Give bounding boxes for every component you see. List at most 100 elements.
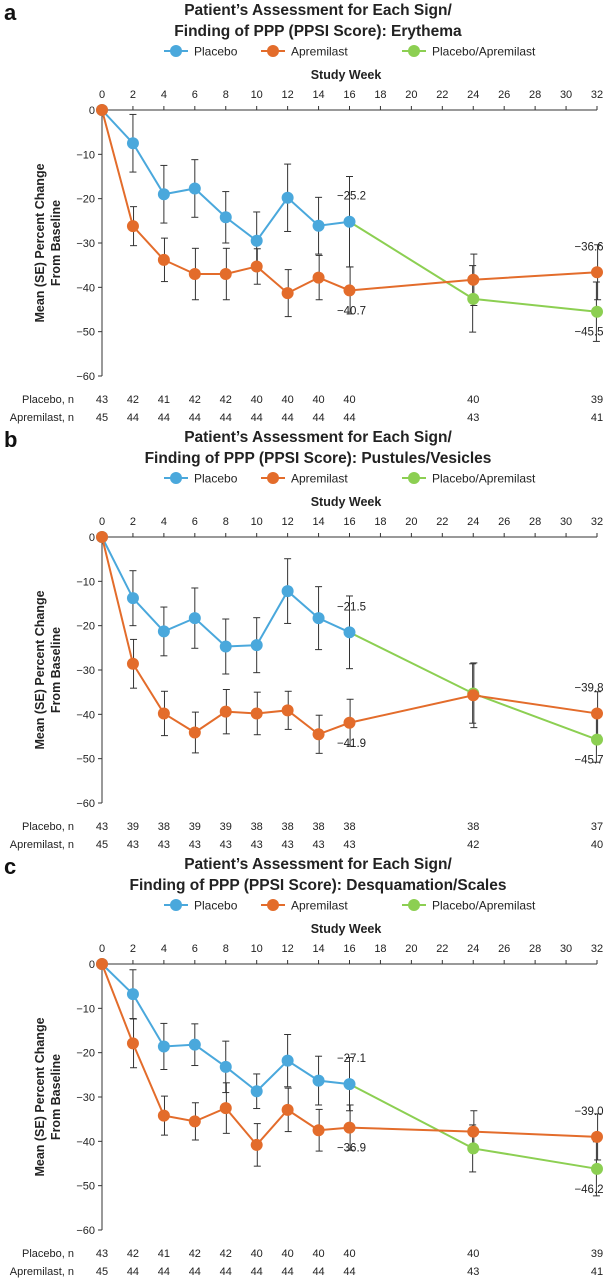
n-row-label-placebo: Placebo, n: [22, 821, 74, 833]
n-value-placebo: 42: [220, 394, 232, 406]
x-axis-title: Study Week: [311, 495, 382, 509]
y-axis-title: Mean (SE) Percent Change From Baseline: [33, 163, 63, 322]
n-value-placebo: 42: [127, 394, 139, 406]
x-tick-label: 4: [161, 89, 167, 101]
data-point-apremilast: [281, 1103, 294, 1116]
data-point-apremilast: [126, 220, 139, 233]
data-label: −21.5: [337, 601, 366, 613]
y-tick-label: −50: [76, 1181, 95, 1193]
data-point-apremilast: [467, 689, 480, 702]
y-tick-label: −60: [76, 371, 95, 383]
n-value-apremilast: 44: [158, 412, 170, 424]
data-point-placebo: [188, 612, 201, 625]
data-point-placebo: [250, 639, 263, 652]
x-tick-label: 24: [467, 516, 479, 528]
n-value-apremilast: 44: [189, 412, 201, 424]
data-point-apremilast: [312, 1124, 325, 1137]
data-point-apremilast: [250, 707, 263, 720]
y-tick-label: −60: [76, 798, 95, 810]
n-value-apremilast: 43: [220, 839, 232, 851]
data-label: −45.7: [574, 755, 603, 767]
y-axis-title: Mean (SE) Percent Change From Baseline: [33, 590, 63, 749]
x-tick-label: 14: [312, 516, 324, 528]
legend-label: Apremilast: [291, 899, 348, 913]
n-value-apremilast: 43: [312, 839, 324, 851]
legend-label: Placebo/Apremilast: [432, 899, 536, 913]
y-tick-label: −60: [76, 1225, 95, 1237]
data-label: −39.0: [574, 1106, 603, 1118]
y-tick-label: −50: [76, 754, 95, 766]
legend-label: Placebo: [194, 45, 238, 59]
data-point-apremilast: [591, 266, 603, 279]
data-point-placebo: [312, 1074, 325, 1087]
x-tick-label: 6: [192, 943, 198, 955]
data-point-apremilast: [219, 268, 232, 281]
x-tick-label: 10: [251, 943, 263, 955]
data-point-apremilast: [312, 728, 325, 741]
data-point-placebo-apremilast: [591, 305, 603, 318]
x-tick-label: 32: [591, 89, 603, 101]
n-value-placebo: 38: [251, 821, 263, 833]
panel-letter: c: [4, 854, 16, 879]
n-value-apremilast: 43: [127, 839, 139, 851]
n-row-label-apremilast: Apremilast, n: [10, 412, 74, 424]
n-value-placebo: 43: [96, 821, 108, 833]
data-point-placebo: [157, 188, 170, 201]
data-label: −45.5: [574, 327, 603, 339]
n-value-placebo: 39: [220, 821, 232, 833]
n-value-apremilast: 44: [282, 412, 294, 424]
data-point-placebo: [312, 219, 325, 232]
x-tick-label: 4: [161, 943, 167, 955]
x-tick-label: 26: [498, 516, 510, 528]
x-tick-label: 20: [405, 89, 417, 101]
n-value-apremilast: 44: [189, 1266, 201, 1278]
data-point-apremilast: [281, 287, 294, 300]
n-value-apremilast: 45: [96, 1266, 108, 1278]
legend-marker-0: [170, 472, 182, 484]
data-point-placebo: [157, 625, 170, 638]
data-point-placebo: [219, 1060, 232, 1073]
x-tick-label: 14: [312, 943, 324, 955]
y-tick-label: −40: [76, 709, 95, 721]
data-point-apremilast: [96, 104, 108, 116]
x-tick-label: 12: [282, 89, 294, 101]
y-axis-title-line2: From Baseline: [49, 1054, 63, 1140]
x-tick-label: 0: [99, 516, 105, 528]
x-tick-label: 18: [374, 943, 386, 955]
legend-label: Placebo: [194, 899, 238, 913]
data-point-apremilast: [467, 1125, 480, 1138]
y-tick-label: −40: [76, 1136, 95, 1148]
n-value-placebo: 40: [282, 1248, 294, 1260]
data-point-apremilast: [281, 704, 294, 717]
x-tick-label: 18: [374, 89, 386, 101]
legend-marker-2: [408, 899, 420, 911]
y-tick-label: −20: [76, 1048, 95, 1060]
n-value-placebo: 42: [189, 1248, 201, 1260]
y-tick-label: 0: [89, 959, 95, 971]
data-point-apremilast: [312, 271, 325, 284]
x-tick-label: 28: [529, 89, 541, 101]
x-tick-label: 22: [436, 89, 448, 101]
legend-marker-1: [267, 472, 279, 484]
x-tick-label: 30: [560, 943, 572, 955]
x-tick-label: 10: [251, 89, 263, 101]
chart-title-line1: Patient’s Assessment for Each Sign/: [184, 2, 452, 19]
x-tick-label: 6: [192, 89, 198, 101]
chart-title-line1: Patient’s Assessment for Each Sign/: [184, 856, 452, 873]
data-point-placebo: [126, 137, 139, 150]
n-row-label-placebo: Placebo, n: [22, 1248, 74, 1260]
n-value-apremilast: 44: [220, 1266, 232, 1278]
data-point-placebo: [126, 592, 139, 605]
n-value-apremilast: 42: [467, 839, 479, 851]
x-tick-label: 2: [130, 89, 136, 101]
x-tick-label: 10: [251, 516, 263, 528]
n-value-placebo: 40: [467, 1248, 479, 1260]
n-value-apremilast: 44: [312, 1266, 324, 1278]
n-value-placebo: 42: [189, 394, 201, 406]
data-point-placebo: [343, 1078, 356, 1091]
data-point-apremilast: [126, 1037, 139, 1050]
y-axis-title-line2: From Baseline: [49, 627, 63, 713]
n-value-apremilast: 44: [343, 1266, 355, 1278]
n-row-label-placebo: Placebo, n: [22, 394, 74, 406]
